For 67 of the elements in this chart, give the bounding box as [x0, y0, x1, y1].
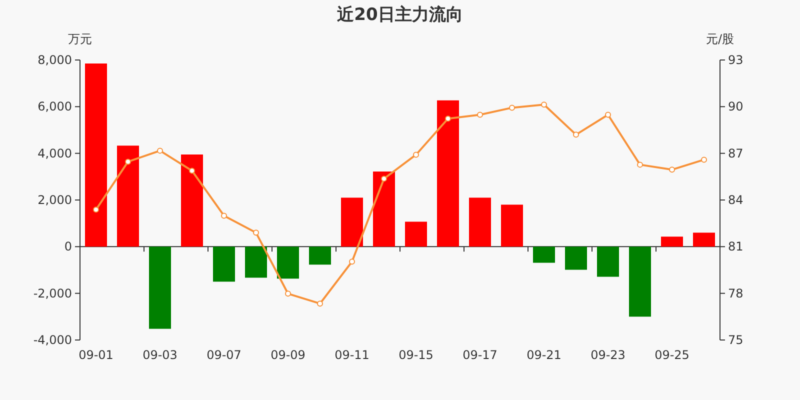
- bar: [501, 204, 523, 247]
- bar: [117, 146, 139, 247]
- bar: [277, 246, 299, 279]
- bar: [85, 64, 107, 247]
- y-axis-title: 万元: [68, 32, 92, 46]
- x-tick-label: 09-23: [590, 348, 626, 362]
- y2-tick-label: 93: [728, 53, 744, 67]
- point: [189, 168, 195, 174]
- point: [125, 158, 131, 165]
- point: [605, 112, 611, 118]
- x-tick-label: 09-01: [78, 348, 114, 362]
- y-tick-label: 6,000: [38, 100, 72, 114]
- x-tick-label: 09-17: [462, 348, 498, 362]
- y2-tick-label: 84: [728, 193, 744, 207]
- y-tick-label: 4,000: [38, 146, 72, 160]
- point: [701, 156, 707, 163]
- point: [637, 162, 643, 168]
- x-tick-label: 09-09: [270, 348, 306, 362]
- x-tick-label: 09-15: [398, 348, 434, 362]
- y2-tick-label: 90: [728, 100, 744, 114]
- point: [221, 212, 227, 219]
- y-tick-label: 2,000: [38, 193, 72, 207]
- bar: [149, 246, 171, 329]
- y-tick-label: -4,000: [33, 333, 72, 347]
- bar: [565, 246, 587, 270]
- y2-tick-label: 78: [728, 286, 744, 300]
- y2-tick-label: 81: [728, 240, 744, 254]
- bar: [533, 246, 555, 263]
- y2-axis-title: 元/股: [706, 32, 734, 46]
- bar: [469, 198, 491, 247]
- point: [349, 258, 355, 265]
- point: [285, 290, 291, 297]
- point: [541, 102, 547, 108]
- bar: [661, 236, 683, 247]
- bar: [437, 100, 459, 247]
- point: [93, 206, 99, 213]
- x-tick-label: 09-03: [142, 348, 178, 362]
- point: [413, 152, 419, 158]
- y2-tick-label: 75: [728, 333, 744, 347]
- point: [573, 132, 579, 138]
- bar: [405, 222, 427, 247]
- bar: [245, 246, 267, 278]
- bar: [373, 172, 395, 247]
- y-tick-label: -2,000: [33, 286, 72, 300]
- bar: [597, 246, 619, 277]
- point: [445, 116, 451, 122]
- point: [253, 230, 259, 236]
- point: [317, 300, 323, 307]
- bar: [181, 154, 203, 247]
- point: [477, 112, 483, 118]
- x-tick-label: 09-07: [206, 348, 242, 362]
- x-tick-label: 09-21: [526, 348, 562, 362]
- x-tick-label: 09-11: [334, 348, 370, 362]
- chart-title: 近20日主力流向: [336, 5, 463, 25]
- point: [381, 176, 387, 182]
- point: [157, 148, 163, 154]
- y-tick-label: 0: [64, 240, 72, 254]
- y-tick-label: 8,000: [38, 53, 72, 67]
- bar: [309, 246, 331, 265]
- y2-tick-label: 87: [728, 146, 744, 160]
- point: [669, 166, 675, 173]
- bar: [693, 232, 715, 247]
- bar: [629, 246, 651, 317]
- x-tick-label: 09-25: [654, 348, 690, 362]
- bar: [213, 246, 235, 282]
- bar: [341, 198, 363, 247]
- point: [509, 104, 515, 111]
